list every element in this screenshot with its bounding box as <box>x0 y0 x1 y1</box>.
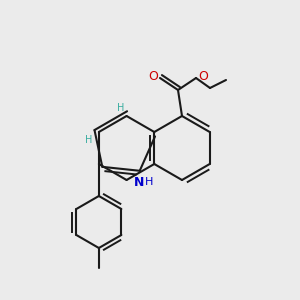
Text: H: H <box>144 177 153 187</box>
Text: O: O <box>148 70 158 83</box>
Text: H: H <box>85 135 92 145</box>
Text: O: O <box>198 70 208 83</box>
Text: H: H <box>117 103 124 113</box>
Text: N: N <box>134 176 144 188</box>
